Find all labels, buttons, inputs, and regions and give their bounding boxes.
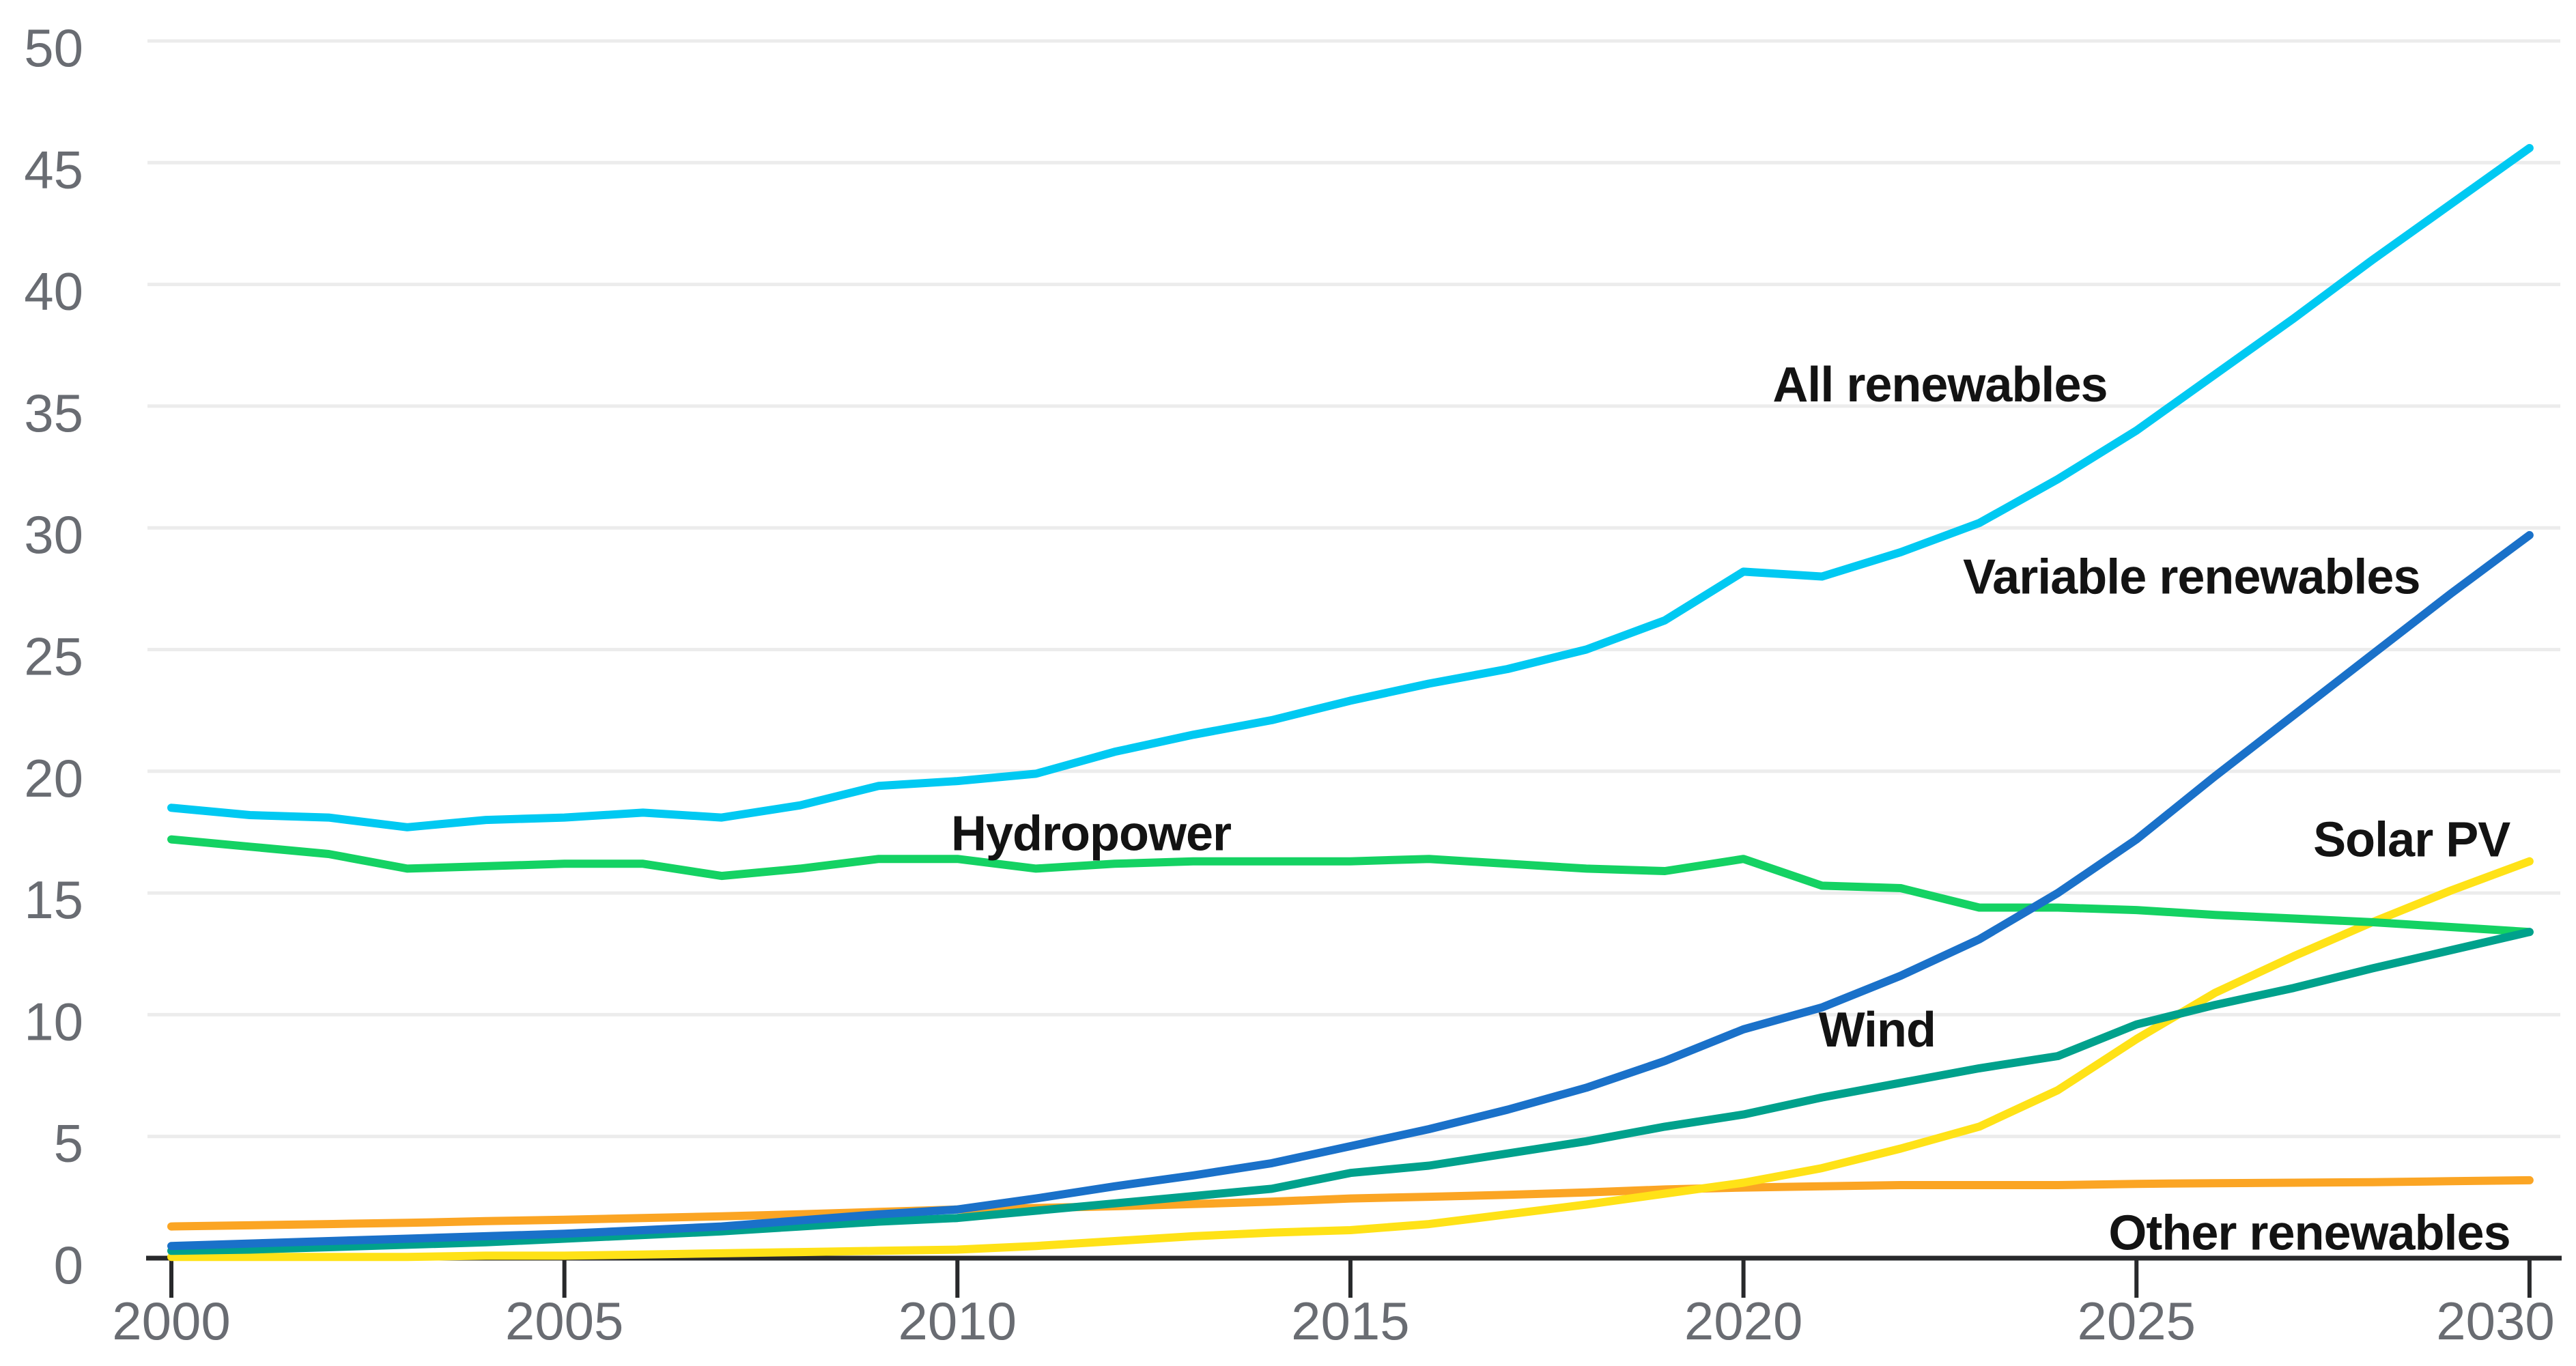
series-label-other-renewables: Other renewables	[2108, 1206, 2510, 1261]
y-tick-label-10: 10	[24, 991, 83, 1051]
series-line-hydropower	[167, 835, 2534, 937]
y-tick-label-25: 25	[24, 627, 83, 687]
y-tick-label-35: 35	[24, 383, 83, 443]
series-line-other-renewables	[167, 1176, 2534, 1231]
y-tick-label-30: 30	[24, 504, 83, 565]
y-axis-tick-labels: 0 5 10 15 20 25 30 35 40 45 50	[24, 18, 83, 1295]
x-tick-label-2030: 2030	[2436, 1291, 2555, 1351]
x-tick-label-2000: 2000	[112, 1291, 231, 1351]
x-tick-label-2015: 2015	[1291, 1291, 1410, 1351]
series-label-all-renewables: All renewables	[1772, 358, 2107, 412]
x-tick-label-2005: 2005	[505, 1291, 624, 1351]
series-label-wind: Wind	[1819, 1003, 1936, 1057]
y-tick-label-0: 0	[54, 1235, 83, 1295]
series-label-hydropower: Hydropower	[951, 807, 1231, 862]
x-tick-label-2025: 2025	[2077, 1291, 2196, 1351]
series-line-solar-pv	[167, 857, 2534, 1262]
series-line-variable-renewables	[167, 530, 2534, 1251]
series-line-wind	[167, 928, 2534, 1255]
x-tick-label-2010: 2010	[898, 1291, 1017, 1351]
series-lines	[167, 143, 2534, 1262]
y-tick-label-45: 45	[24, 139, 83, 199]
y-tick-label-40: 40	[24, 261, 83, 322]
gridlines	[147, 39, 2560, 1139]
series-label-variable-renewables: Variable renewables	[1963, 550, 2420, 605]
y-tick-label-50: 50	[24, 18, 83, 78]
x-axis-ticks	[169, 1260, 2532, 1298]
series-line-all-renewables	[167, 143, 2534, 831]
series-label-solar-pv: Solar PV	[2313, 813, 2510, 868]
series-labels: Other renewables Solar PV Hydropower Wind Va…	[951, 358, 2511, 1261]
y-tick-label-5: 5	[54, 1113, 83, 1173]
y-tick-label-20: 20	[24, 748, 83, 808]
x-tick-label-2020: 2020	[1684, 1291, 1803, 1351]
x-axis-tick-labels: 2000 2005 2010 2015 2020 2025 2030	[112, 1291, 2555, 1351]
y-tick-label-15: 15	[24, 870, 83, 930]
